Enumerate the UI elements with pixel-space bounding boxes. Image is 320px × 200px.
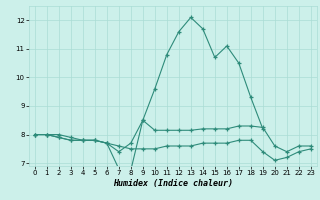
X-axis label: Humidex (Indice chaleur): Humidex (Indice chaleur) <box>113 179 233 188</box>
